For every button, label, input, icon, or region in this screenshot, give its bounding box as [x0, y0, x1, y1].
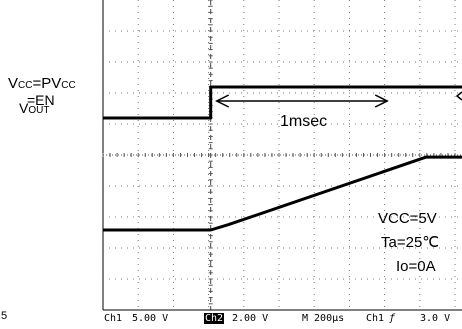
timing-measure-label: 1msec — [280, 113, 328, 130]
ch1-label: Ch1 — [104, 313, 123, 324]
arrow-head-left — [215, 94, 230, 108]
trace-ch2 — [103, 155, 462, 232]
edge-digit: 5 — [1, 310, 8, 322]
trace-layer — [103, 85, 462, 232]
vcc-pvcc-label: VCC=PVCC — [8, 75, 76, 92]
arrow-head-edge — [455, 91, 462, 101]
trigger-level: 3.0 V — [420, 313, 451, 324]
scope-status-bar: Ch1 5.00 V Ch2 2.00 V M 200μs Ch1 ƒ 3.0 … — [104, 311, 462, 325]
graticule-grid — [102, 0, 462, 311]
condition-ta: Ta=25℃ — [381, 234, 440, 251]
arrow-head-right — [374, 94, 389, 108]
condition-io: Io=0A — [396, 258, 436, 275]
en-label: =EN — [27, 92, 55, 108]
condition-vcc: VCC=5V — [378, 210, 437, 227]
vout-label: VOUT — [19, 100, 50, 116]
ch1-scale: 5.00 V — [132, 313, 169, 324]
trace-ch1 — [103, 85, 462, 120]
time-measure-arrow — [215, 91, 462, 108]
trigger-source: Ch1 — [366, 313, 385, 324]
ch2-scale: 2.00 V — [232, 313, 269, 324]
timebase: M 200μs — [302, 313, 345, 324]
trigger-edge-icon: ƒ — [389, 313, 396, 324]
ch2-label: Ch2 — [204, 313, 225, 324]
